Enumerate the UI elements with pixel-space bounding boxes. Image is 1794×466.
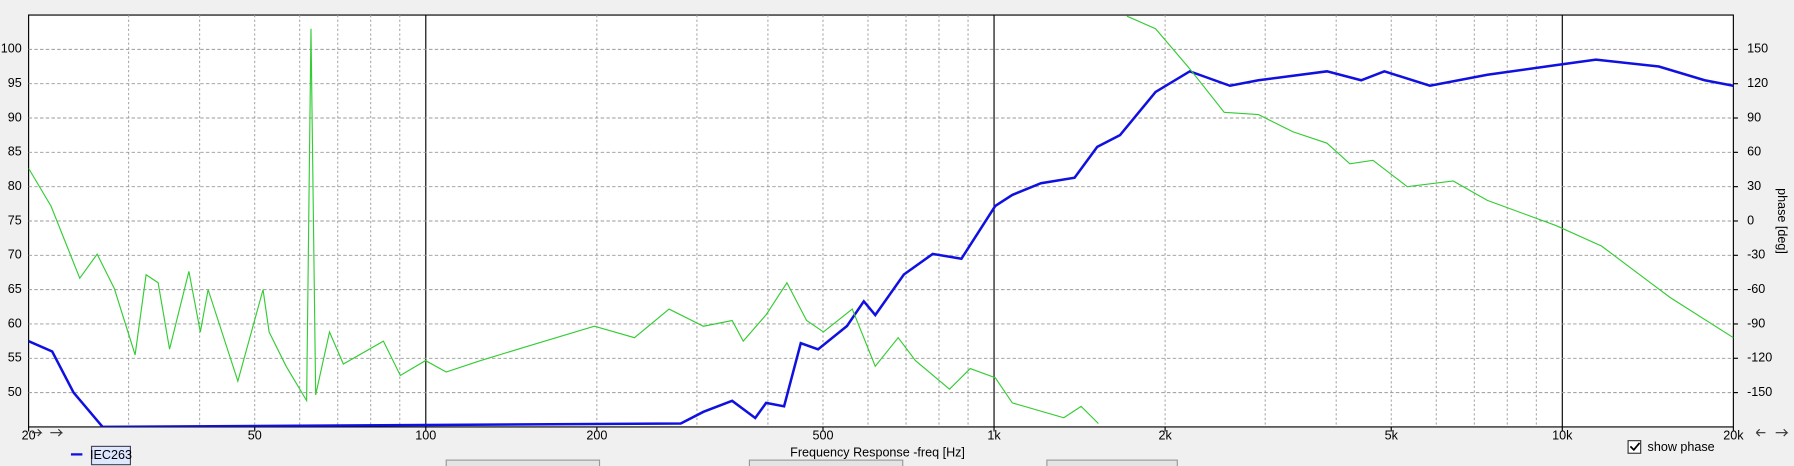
x-tick-label: 50 bbox=[248, 428, 262, 442]
x-tick-label: 500 bbox=[812, 428, 833, 442]
y-tick-label: 95 bbox=[8, 76, 22, 90]
show-phase-label: show phase bbox=[1648, 440, 1715, 454]
y2-tick-label: 0 bbox=[1747, 213, 1754, 227]
y-tick-label: 100 bbox=[1, 42, 22, 56]
checkmark bbox=[1629, 442, 1641, 452]
y2-tick-label: 150 bbox=[1747, 42, 1768, 56]
y-tick-label: 85 bbox=[8, 145, 22, 159]
y-tick-label: 75 bbox=[8, 213, 22, 227]
series-line bbox=[28, 15, 1734, 424]
y-tick-label: 50 bbox=[8, 385, 22, 399]
y-tick-label: 55 bbox=[8, 351, 22, 365]
scroll-arrows[interactable] bbox=[32, 428, 1789, 437]
y2-tick-label: 60 bbox=[1747, 145, 1761, 159]
x-tick-label: 200 bbox=[586, 428, 607, 442]
y2-tick-label: 120 bbox=[1747, 76, 1768, 90]
lines bbox=[28, 15, 1734, 427]
legend-box[interactable] bbox=[90, 445, 132, 466]
y2-tick-label: -30 bbox=[1747, 248, 1765, 262]
y2-tick-label: -150 bbox=[1747, 385, 1772, 399]
y2-tick-label: -120 bbox=[1747, 351, 1772, 365]
y-tick-label: 90 bbox=[8, 110, 22, 124]
x-tick-label: 20k bbox=[1723, 428, 1744, 442]
x-tick-label: 10k bbox=[1552, 428, 1573, 442]
legend-label: IEC263 bbox=[90, 448, 132, 462]
x-tick-label: 2k bbox=[1158, 428, 1172, 442]
y-tick-label: 60 bbox=[8, 316, 22, 330]
grid: 20 50 100 200 500 1k 2k 5k 10k 20k 50 55 60 65 70 75 80 8… bbox=[1, 15, 1772, 442]
x-tick-label: 100 bbox=[415, 428, 436, 442]
y-tick-label: 80 bbox=[8, 179, 22, 193]
x-tick-label: 20 bbox=[22, 428, 36, 442]
y-tick-label: 65 bbox=[8, 282, 22, 296]
tab[interactable] bbox=[748, 459, 904, 466]
x-tick-label: 5k bbox=[1385, 428, 1399, 442]
series-line bbox=[28, 58, 1734, 427]
y2-tick-label: 30 bbox=[1747, 179, 1761, 193]
show-phase-checkbox[interactable] bbox=[1627, 440, 1642, 454]
y2-tick-label: -90 bbox=[1747, 316, 1765, 330]
y2-tick-label: -60 bbox=[1747, 282, 1765, 296]
y-tick-label: 70 bbox=[8, 248, 22, 262]
y2-axis-label: phase [deg] bbox=[1775, 188, 1789, 254]
tab[interactable] bbox=[1046, 459, 1178, 466]
tab[interactable] bbox=[445, 459, 601, 466]
y2-tick-label: 90 bbox=[1747, 110, 1761, 124]
x-tick-label: 1k bbox=[987, 428, 1001, 442]
x-axis-label: Frequency Response -freq [Hz] bbox=[790, 446, 965, 460]
